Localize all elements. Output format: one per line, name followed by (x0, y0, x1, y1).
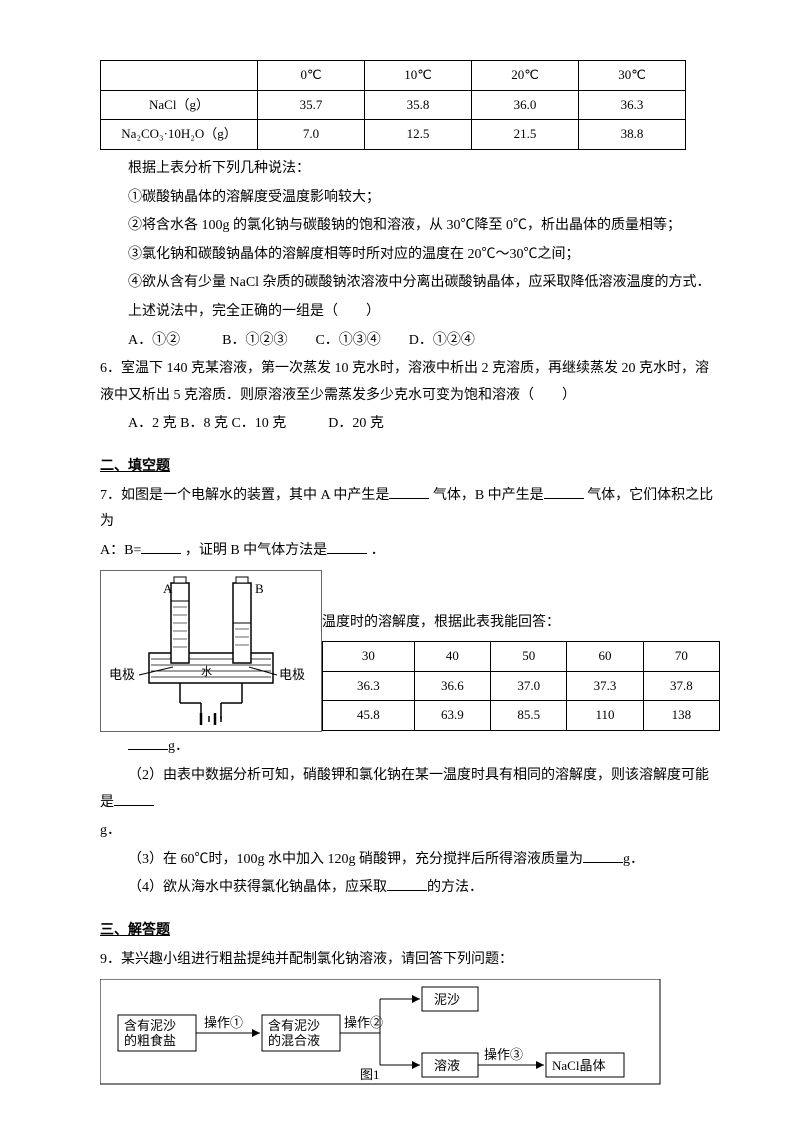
statement-3: ③氯化钠和碳酸钠晶体的溶解度相等时所对应的温度在 20℃～30℃之间； (100, 242, 720, 269)
electrolysis-device-figure: A B 电极 电极 水 (100, 570, 322, 732)
svg-text:的粗食盐: 的粗食盐 (124, 1033, 176, 1048)
blank (544, 484, 584, 499)
options-6: A．2 克 B．8 克 C．10 克 D．20 克 (100, 411, 720, 438)
t1-h2: 10℃ (365, 61, 472, 91)
svg-text:含有泥沙: 含有泥沙 (124, 1018, 176, 1033)
t1-r1c0: NaCl（g） (101, 90, 258, 120)
q7-part-d: A：B= (100, 543, 141, 558)
svg-text:泥沙: 泥沙 (434, 992, 460, 1007)
t1-r1c1: 35.7 (258, 90, 365, 120)
svg-text:水: 水 (201, 665, 212, 678)
t1-r2c4: 38.8 (579, 120, 686, 150)
svg-text:电极: 电极 (279, 667, 305, 682)
q7-part-b: 气体，B 中产生是 (433, 488, 544, 503)
t2-r1c3: 50 (491, 641, 567, 671)
t1-h4: 30℃ (579, 61, 686, 91)
blank (583, 848, 623, 863)
svg-text:图1: 图1 (360, 1067, 380, 1082)
svg-text:操作②: 操作② (344, 1015, 383, 1030)
q8-4b: 的方法． (427, 880, 483, 895)
q7-part-a: 7．如图是一个电解水的装置，其中 A 中产生是 (100, 488, 389, 503)
svg-text:含有泥沙: 含有泥沙 (268, 1018, 320, 1033)
t2-r2c4: 37.3 (567, 671, 643, 701)
q8-1: g． (100, 734, 720, 761)
t2-r2c3: 37.0 (491, 671, 567, 701)
solubility-table-1: 0℃ 10℃ 20℃ 30℃ NaCl（g） 35.7 35.8 36.0 36… (100, 60, 686, 150)
t1-h1: 0℃ (258, 61, 365, 91)
statement-1: ①碳酸钠晶体的溶解度受温度影响较大； (100, 185, 720, 212)
blank (114, 791, 154, 806)
svg-text:A: A (163, 581, 173, 596)
t1-r2c1: 7.0 (258, 120, 365, 150)
t2-r2c5: 37.8 (643, 671, 719, 701)
question-stem: 上述说法中，完全正确的一组是（ ） (100, 299, 720, 326)
t2-intro: 温度时的溶解度，根据此表我能回答： (322, 615, 560, 630)
svg-text:操作③: 操作③ (484, 1047, 523, 1062)
t2-r1c2: 40 (414, 641, 490, 671)
blank (389, 484, 429, 499)
t2-r3c1: 45.8 (323, 701, 415, 731)
q8-2-text: （2）由表中数据分析可知，硝酸钾和氯化钠在某一温度时具有相同的溶解度，则该溶解度… (100, 768, 709, 810)
q7-part-f: ． (371, 543, 385, 558)
t2-r2c2: 36.6 (414, 671, 490, 701)
blank (128, 735, 168, 750)
svg-text:电极: 电极 (109, 667, 135, 682)
blank (327, 539, 367, 554)
t2-r3c5: 138 (643, 701, 719, 731)
svg-text:溶液: 溶液 (434, 1058, 460, 1073)
t2-r1c5: 70 (643, 641, 719, 671)
question-7-line2: A：B= ，证明 B 中气体方法是 ． (100, 538, 720, 565)
q8-4: （4）欲从海水中获得氯化钠晶体，应采取 的方法． (100, 875, 720, 902)
t2-r3c4: 110 (567, 701, 643, 731)
svg-text:的混合液: 的混合液 (268, 1033, 320, 1048)
t1-h3: 20℃ (472, 61, 579, 91)
statement-2: ②将含水各 100g 的氯化钠与碳酸钠的饱和溶液，从 30℃降至 0℃，析出晶体… (100, 213, 720, 240)
section-3-head: 三、解答题 (100, 918, 720, 945)
t1-h0 (101, 61, 258, 91)
question-6: 6．室温下 140 克某溶液，第一次蒸发 10 克水时，溶液中析出 2 克溶质，… (100, 356, 720, 409)
t2-r1c4: 60 (567, 641, 643, 671)
question-9: 9．某兴趣小组进行粗盐提纯并配制氯化钠溶液，请回答下列问题： (100, 947, 720, 974)
q8-3: （3）在 60℃时，100g 水中加入 120g 硝酸钾，充分搅拌后所得溶液质量… (100, 847, 720, 874)
t1-r1c2: 35.8 (365, 90, 472, 120)
q8-2: （2）由表中数据分析可知，硝酸钾和氯化钠在某一温度时具有相同的溶解度，则该溶解度… (100, 763, 720, 816)
t2-r3c2: 63.9 (414, 701, 490, 731)
t1-r2c0: Na₂CO₃·10H₂O（g） (101, 120, 258, 150)
t2-r3c3: 85.5 (491, 701, 567, 731)
options-5: A．①② B．①②③ C．①③④ D．①②④ (100, 328, 720, 355)
q7-part-e: ，证明 B 中气体方法是 (185, 543, 327, 558)
q8-2b: g． (100, 818, 720, 845)
flowchart-figure: 含有泥沙 的粗食盐 操作① 含有泥沙 的混合液 操作② 泥沙 溶液 操作③ Na… (100, 979, 700, 1089)
q8-4-text: （4）欲从海水中获得氯化钠晶体，应采取 (128, 880, 387, 895)
t1-r1c3: 36.0 (472, 90, 579, 120)
t1-r2c3: 21.5 (472, 120, 579, 150)
q8-3b: g． (623, 852, 644, 867)
q8-1b: g． (168, 739, 189, 754)
t1-r2c2: 12.5 (365, 120, 472, 150)
t1-r1c4: 36.3 (579, 90, 686, 120)
t2-r1c1: 30 (323, 641, 415, 671)
t2-r2c1: 36.3 (323, 671, 415, 701)
section-2-head: 二、填空题 (100, 454, 720, 481)
electrolysis-svg-icon: A B 电极 电极 水 (101, 571, 321, 731)
svg-text:NaCl晶体: NaCl晶体 (552, 1058, 605, 1073)
statement-4: ④欲从含有少量 NaCl 杂质的碳酸钠浓溶液中分离出碳酸钠晶体，应采取降低溶液温… (100, 270, 720, 297)
blank (141, 539, 181, 554)
svg-text:B: B (255, 581, 264, 596)
blank (387, 876, 427, 891)
question-7: 7．如图是一个电解水的装置，其中 A 中产生是 气体，B 中产生是 气体，它们体… (100, 483, 720, 536)
q8-3-text: （3）在 60℃时，100g 水中加入 120g 硝酸钾，充分搅拌后所得溶液质量… (128, 852, 583, 867)
analysis-intro: 根据上表分析下列几种说法： (100, 156, 720, 183)
svg-text:操作①: 操作① (204, 1015, 243, 1030)
solubility-table-2: 30 40 50 60 70 36.3 36.6 37.0 37.3 37.8 … (322, 641, 720, 731)
